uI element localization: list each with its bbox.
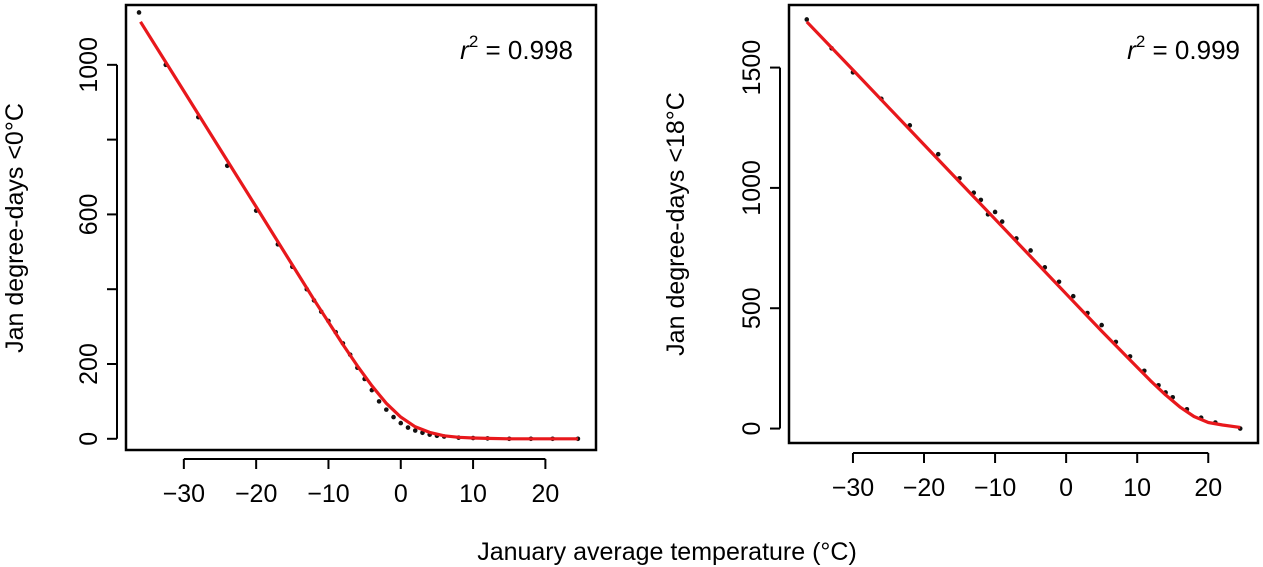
left-y-axis-title: Jan degree-days <0°C bbox=[1, 103, 29, 353]
right-data-point bbox=[804, 17, 810, 22]
right-x-tick-label: −20 bbox=[903, 474, 945, 502]
left-data-point bbox=[376, 399, 382, 404]
left-x-tick-label: −30 bbox=[163, 480, 205, 508]
right-data-point bbox=[1099, 322, 1104, 328]
left-r-value: = 0.998 bbox=[478, 35, 573, 65]
right-r-symbol: r bbox=[1127, 35, 1137, 65]
right-plot-frame bbox=[787, 3, 1260, 445]
right-data-point bbox=[935, 151, 941, 157]
right-x-tick-label: 20 bbox=[1194, 474, 1222, 502]
right-fit-line bbox=[805, 20, 1241, 429]
left-y-tick-label: 0 bbox=[75, 432, 103, 446]
left-panel: Jan degree-days <0°C r2 = 0.998 −30 −20 −1… bbox=[1, 3, 598, 508]
right-x-tick-label: 0 bbox=[1059, 474, 1073, 502]
right-fit-curve bbox=[805, 20, 1241, 429]
right-y-tick-label: 500 bbox=[738, 287, 766, 329]
left-plot-frame bbox=[124, 3, 598, 452]
shared-x-axis-title: January average temperature (°C) bbox=[477, 538, 857, 566]
right-y-axis: 0 500 1000 1500 bbox=[738, 40, 781, 436]
left-x-tick-label: 0 bbox=[394, 480, 408, 508]
right-data-point bbox=[1028, 248, 1033, 253]
left-data-point bbox=[398, 420, 404, 426]
left-data-points bbox=[136, 10, 581, 442]
right-data-point bbox=[1070, 293, 1076, 299]
left-x-tick-label: 20 bbox=[531, 480, 559, 508]
right-r-squared-annotation: r2 = 0.999 bbox=[1127, 32, 1240, 65]
left-data-point bbox=[405, 425, 411, 430]
left-x-tick-label: −10 bbox=[307, 480, 349, 508]
right-x-tick-label: −30 bbox=[832, 474, 874, 502]
right-panel: Jan degree-days <18°C r2 = 0.999 −30 −20−… bbox=[662, 3, 1260, 502]
left-x-axis: −30 −20 −10 0 10 20 bbox=[163, 458, 559, 508]
left-data-point bbox=[136, 10, 142, 15]
left-data-point bbox=[384, 407, 389, 412]
right-data-point bbox=[992, 209, 998, 215]
right-x-tick-label: −10 bbox=[974, 474, 1016, 502]
left-data-point bbox=[412, 428, 418, 433]
left-r-symbol: r bbox=[460, 35, 470, 65]
left-y-tick-label: 1000 bbox=[75, 37, 103, 93]
left-data-point bbox=[391, 414, 396, 420]
left-fit-line bbox=[139, 20, 578, 441]
right-data-point bbox=[999, 219, 1005, 224]
left-y-tick-label: 200 bbox=[75, 343, 103, 385]
right-y-tick-label: 1500 bbox=[738, 40, 766, 96]
left-r-squared-annotation: r2 = 0.998 bbox=[460, 32, 573, 65]
right-x-axis: −30 −20 −10 0 10 20 bbox=[832, 452, 1222, 502]
left-x-tick-label: −20 bbox=[235, 480, 277, 508]
left-fit-curve bbox=[139, 20, 578, 441]
right-r-value: = 0.999 bbox=[1145, 35, 1240, 65]
right-r-exponent: 2 bbox=[1136, 32, 1145, 51]
right-y-axis-title: Jan degree-days <18°C bbox=[662, 92, 690, 356]
left-x-tick-label: 10 bbox=[459, 480, 487, 508]
left-r-exponent: 2 bbox=[469, 32, 478, 51]
right-x-tick-label: 10 bbox=[1123, 474, 1151, 502]
left-y-tick-label: 600 bbox=[75, 194, 103, 236]
right-y-tick-label: 0 bbox=[738, 422, 766, 436]
left-y-axis: 0 200 600 1000 bbox=[75, 37, 118, 446]
right-data-points bbox=[804, 17, 1243, 431]
right-y-tick-label: 1000 bbox=[738, 160, 766, 216]
